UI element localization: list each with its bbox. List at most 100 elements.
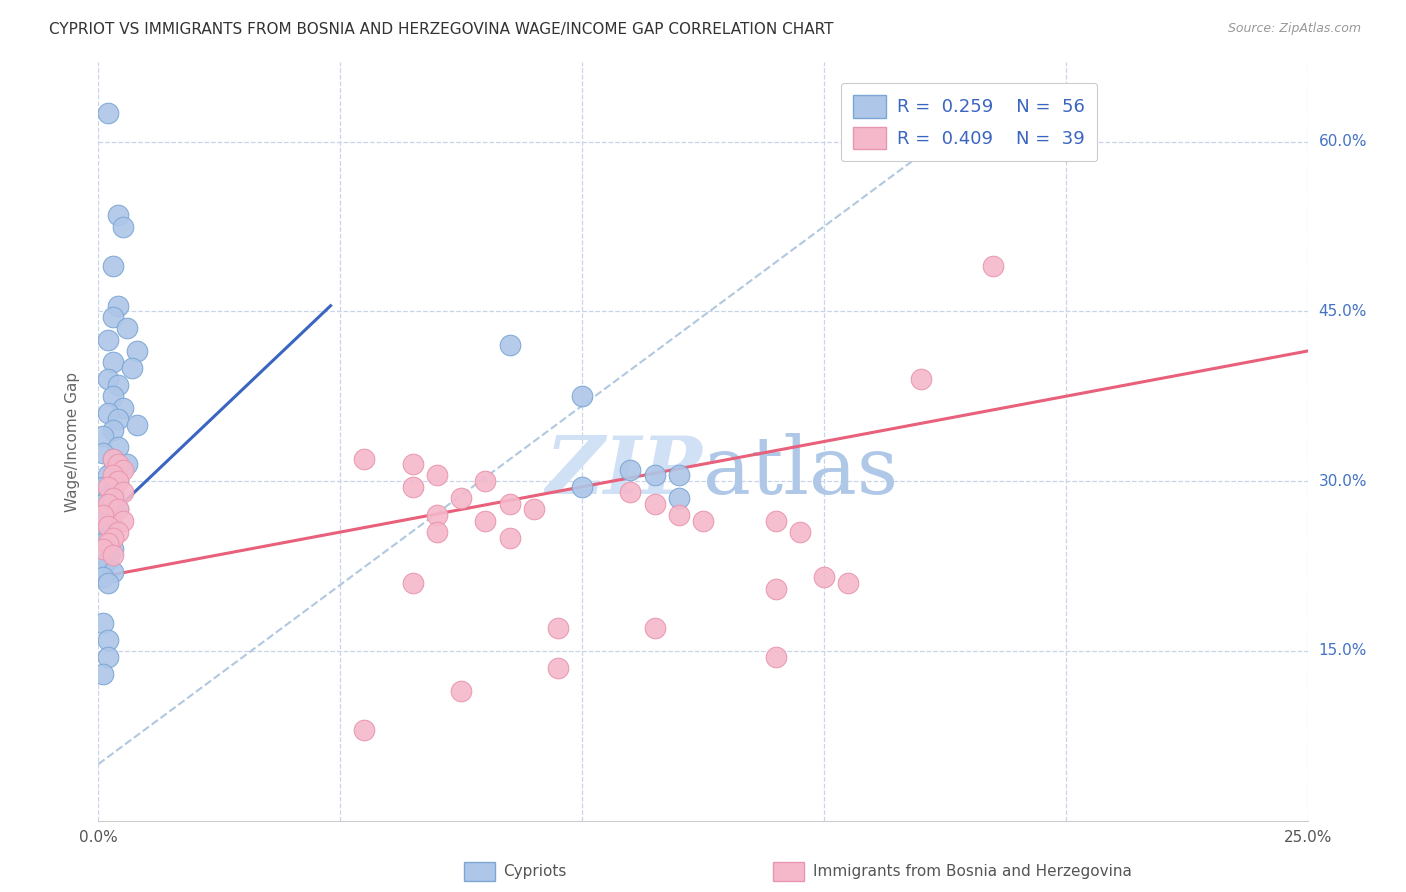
Point bbox=[107, 474, 129, 488]
Point bbox=[97, 106, 120, 120]
Point bbox=[107, 457, 129, 471]
Point bbox=[91, 666, 114, 681]
Point bbox=[402, 480, 425, 494]
Point bbox=[101, 548, 124, 562]
Point bbox=[402, 457, 425, 471]
Point bbox=[91, 524, 114, 539]
Point bbox=[450, 491, 472, 505]
Point bbox=[91, 429, 114, 443]
Point bbox=[101, 542, 124, 557]
Point bbox=[97, 372, 120, 386]
Point bbox=[91, 446, 114, 460]
Point bbox=[111, 514, 134, 528]
Point bbox=[91, 536, 114, 550]
Point bbox=[91, 542, 114, 557]
Point bbox=[101, 485, 124, 500]
Point bbox=[111, 219, 134, 234]
Text: 60.0%: 60.0% bbox=[1319, 134, 1367, 149]
Point bbox=[121, 361, 143, 376]
Point bbox=[111, 463, 134, 477]
Point bbox=[107, 440, 129, 454]
Point bbox=[127, 417, 149, 432]
Point bbox=[97, 553, 120, 567]
Point bbox=[498, 338, 520, 352]
Point bbox=[523, 502, 546, 516]
Point bbox=[619, 485, 641, 500]
Point bbox=[97, 497, 120, 511]
Point bbox=[789, 524, 811, 539]
Point bbox=[765, 514, 787, 528]
Text: 45.0%: 45.0% bbox=[1319, 304, 1367, 319]
Point bbox=[101, 491, 124, 505]
Point bbox=[97, 531, 120, 545]
Point bbox=[668, 508, 690, 522]
Point bbox=[474, 474, 496, 488]
Point bbox=[101, 519, 124, 533]
Point bbox=[97, 491, 120, 505]
Text: ZIP: ZIP bbox=[546, 434, 703, 510]
Point bbox=[107, 502, 129, 516]
Text: 30.0%: 30.0% bbox=[1319, 474, 1367, 489]
Point bbox=[107, 502, 129, 516]
Point bbox=[765, 582, 787, 596]
Text: atlas: atlas bbox=[703, 433, 898, 511]
Point bbox=[91, 497, 114, 511]
Point bbox=[97, 519, 120, 533]
Point bbox=[910, 372, 932, 386]
Point bbox=[107, 378, 129, 392]
Point bbox=[426, 468, 449, 483]
Point bbox=[97, 480, 120, 494]
Point bbox=[107, 412, 129, 426]
Y-axis label: Wage/Income Gap: Wage/Income Gap bbox=[65, 371, 80, 512]
Legend: R =  0.259    N =  56, R =  0.409    N =  39: R = 0.259 N = 56, R = 0.409 N = 39 bbox=[841, 83, 1097, 161]
Point bbox=[981, 259, 1004, 273]
Point bbox=[91, 508, 114, 522]
Point bbox=[111, 485, 134, 500]
Point bbox=[107, 299, 129, 313]
Point bbox=[101, 565, 124, 579]
Point bbox=[101, 531, 124, 545]
Point bbox=[474, 514, 496, 528]
Point bbox=[837, 576, 859, 591]
Point bbox=[450, 683, 472, 698]
Point bbox=[107, 474, 129, 488]
Point bbox=[91, 570, 114, 584]
Point bbox=[101, 423, 124, 437]
Point bbox=[402, 576, 425, 591]
Point bbox=[111, 401, 134, 415]
Point bbox=[91, 480, 114, 494]
Text: 15.0%: 15.0% bbox=[1319, 643, 1367, 658]
Point bbox=[644, 468, 666, 483]
Point bbox=[101, 468, 124, 483]
Point bbox=[127, 344, 149, 359]
Point bbox=[426, 508, 449, 522]
Point bbox=[91, 514, 114, 528]
Point bbox=[91, 548, 114, 562]
Point bbox=[498, 497, 520, 511]
Point bbox=[91, 615, 114, 630]
Point bbox=[498, 531, 520, 545]
Point bbox=[97, 649, 120, 664]
Point bbox=[91, 559, 114, 574]
Point bbox=[668, 491, 690, 505]
Point bbox=[692, 514, 714, 528]
Text: Immigrants from Bosnia and Herzegovina: Immigrants from Bosnia and Herzegovina bbox=[813, 864, 1132, 879]
Point bbox=[97, 508, 120, 522]
Point bbox=[353, 451, 375, 466]
Point bbox=[101, 355, 124, 369]
Point bbox=[101, 389, 124, 403]
Point bbox=[97, 536, 120, 550]
Point bbox=[547, 661, 569, 675]
Point bbox=[813, 570, 835, 584]
Point bbox=[97, 333, 120, 347]
Point bbox=[101, 451, 124, 466]
Point bbox=[107, 524, 129, 539]
Point bbox=[668, 468, 690, 483]
Text: Source: ZipAtlas.com: Source: ZipAtlas.com bbox=[1227, 22, 1361, 36]
Text: Cypriots: Cypriots bbox=[503, 864, 567, 879]
Point bbox=[101, 451, 124, 466]
Point bbox=[644, 621, 666, 635]
Point bbox=[426, 524, 449, 539]
Point bbox=[97, 632, 120, 647]
Point bbox=[571, 389, 593, 403]
